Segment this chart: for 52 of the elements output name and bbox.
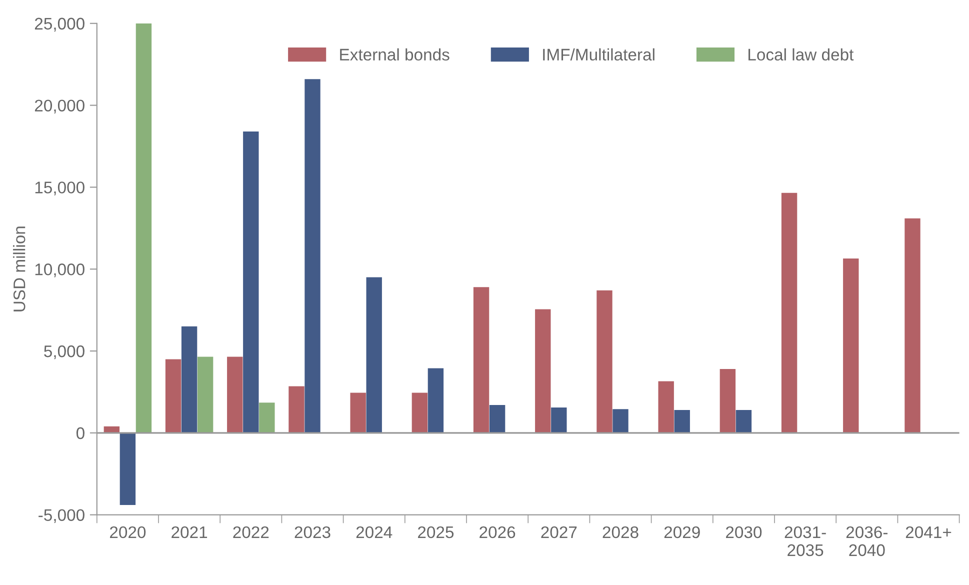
bar bbox=[243, 132, 259, 433]
bar bbox=[304, 79, 320, 433]
x-tick-label: 2041+ bbox=[906, 526, 952, 538]
bar bbox=[843, 258, 859, 433]
bar bbox=[428, 368, 444, 433]
y-tick-label: 15,000 bbox=[35, 182, 84, 196]
x-tick-label: 2020 bbox=[110, 526, 146, 538]
x-tick-label: 2029 bbox=[664, 526, 700, 538]
x-tick-label: 2027 bbox=[541, 526, 577, 538]
x-tick-label: 2030 bbox=[726, 526, 762, 538]
x-tick-label: 2036- 2040 bbox=[846, 526, 888, 556]
legend-label: Local law debt bbox=[748, 48, 854, 61]
bar bbox=[658, 381, 674, 433]
bar bbox=[181, 326, 198, 433]
x-tick-label: 2024 bbox=[356, 526, 392, 538]
x-tick-label: 2022 bbox=[233, 526, 269, 538]
bar bbox=[904, 218, 920, 433]
bar bbox=[736, 410, 752, 433]
bar bbox=[136, 23, 152, 433]
bar bbox=[259, 402, 275, 433]
x-tick-label: 2025 bbox=[418, 526, 454, 538]
bar bbox=[366, 277, 382, 433]
bar bbox=[489, 405, 506, 433]
bar bbox=[720, 369, 736, 433]
legend-label: IMF/Multilateral bbox=[543, 48, 654, 61]
y-tick-label: 10,000 bbox=[35, 264, 84, 278]
y-tick-label: 0 bbox=[76, 427, 84, 440]
bar bbox=[165, 359, 182, 433]
x-tick-label: 2028 bbox=[602, 526, 638, 538]
bar bbox=[288, 386, 304, 433]
y-tick-label: 20,000 bbox=[34, 100, 84, 114]
legend-label: External bonds bbox=[340, 48, 450, 61]
bar bbox=[473, 287, 490, 433]
y-tick-label: -5,000 bbox=[38, 509, 84, 523]
bar bbox=[612, 409, 628, 433]
y-tick-label: 5,000 bbox=[44, 345, 84, 360]
y-tick-label: 25,000 bbox=[34, 18, 84, 32]
bar bbox=[227, 356, 243, 433]
bar bbox=[596, 290, 612, 433]
bar bbox=[412, 392, 428, 433]
bar bbox=[535, 309, 551, 433]
bar bbox=[350, 392, 366, 433]
x-tick-label: 2021 bbox=[172, 526, 208, 538]
bar bbox=[120, 432, 136, 505]
bar bbox=[551, 408, 567, 433]
bar bbox=[197, 356, 214, 433]
x-tick-label: 2031- 2035 bbox=[784, 526, 826, 556]
x-tick-label: 2023 bbox=[294, 526, 330, 538]
bar bbox=[674, 410, 690, 433]
bar bbox=[781, 192, 798, 433]
x-tick-label: 2026 bbox=[480, 526, 516, 538]
y-axis-title: USD million bbox=[13, 226, 26, 312]
